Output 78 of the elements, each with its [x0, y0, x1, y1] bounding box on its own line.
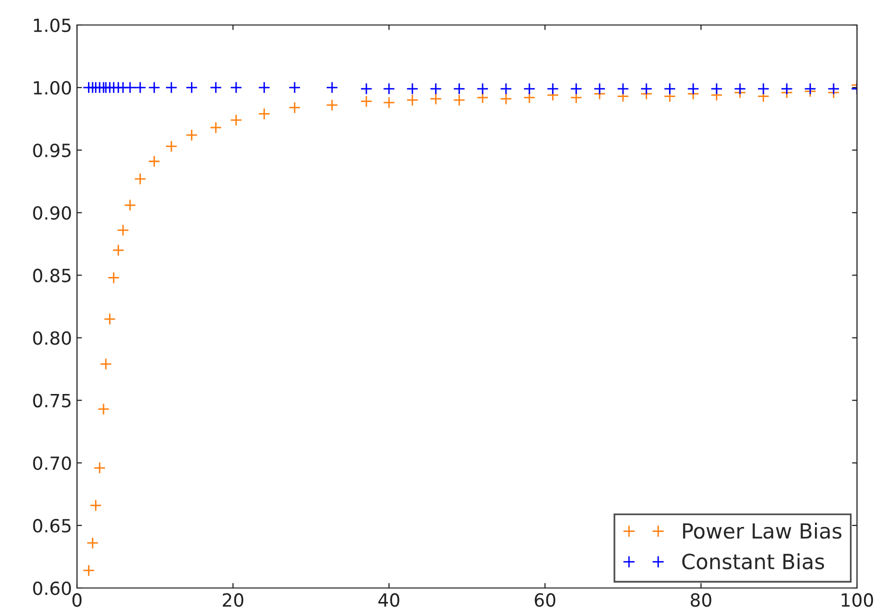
- point: [288, 81, 301, 94]
- x-tick-label: 20: [222, 593, 244, 607]
- point: [82, 564, 95, 577]
- x-tick-label: 100: [842, 593, 874, 607]
- point: [230, 114, 242, 126]
- point: [108, 272, 120, 284]
- y-tick-label: 0.95: [33, 144, 71, 158]
- point: [780, 82, 793, 95]
- y-tick-label: 0.65: [33, 518, 71, 533]
- point: [757, 82, 770, 95]
- y-tick-label: 0.60: [33, 581, 71, 596]
- point: [148, 81, 160, 94]
- point: [104, 312, 116, 326]
- point: [210, 81, 222, 94]
- point: [804, 82, 816, 95]
- point: [570, 91, 582, 104]
- legend-label: Power Law Bias: [683, 522, 842, 539]
- point: [100, 358, 112, 370]
- y-tick-label: 0.80: [33, 331, 71, 345]
- point: [476, 82, 489, 95]
- point: [406, 82, 418, 95]
- y-tick-label: 0.75: [33, 394, 71, 408]
- y-tick-label: 0.85: [33, 268, 71, 282]
- point: [382, 96, 396, 109]
- point: [94, 462, 106, 474]
- y-tick-label: 1.00: [34, 81, 71, 95]
- point: [828, 82, 840, 95]
- point: [382, 82, 396, 95]
- y-tick-label: 0.90: [33, 206, 71, 220]
- point: [97, 403, 110, 416]
- point: [186, 129, 198, 142]
- point: [86, 536, 99, 550]
- point: [134, 172, 146, 185]
- point: [165, 140, 178, 152]
- point: [523, 91, 536, 104]
- point: [186, 81, 198, 94]
- point: [570, 82, 582, 95]
- point: [687, 82, 700, 95]
- y-tick-label: 0.70: [33, 456, 71, 470]
- point: [523, 82, 536, 95]
- point: [406, 94, 418, 106]
- point: [453, 82, 466, 95]
- point: [710, 82, 723, 95]
- point: [476, 91, 489, 104]
- point: [288, 102, 301, 114]
- point: [90, 499, 102, 512]
- point: [430, 82, 442, 95]
- legend-label: Constant Bias: [682, 553, 824, 570]
- point: [734, 82, 746, 95]
- point: [546, 82, 559, 95]
- point: [500, 82, 512, 95]
- point: [453, 94, 466, 106]
- point: [124, 199, 136, 212]
- point: [500, 92, 512, 105]
- point: [165, 81, 178, 94]
- point: [258, 81, 270, 94]
- point: [430, 92, 442, 105]
- x-tick-label: 60: [534, 593, 556, 607]
- x-tick-label: 0: [72, 593, 82, 607]
- point: [230, 81, 242, 94]
- point: [360, 95, 372, 108]
- point: [664, 82, 676, 95]
- x-tick-label: 40: [378, 593, 400, 607]
- point: [640, 82, 652, 95]
- point: [134, 81, 146, 94]
- point: [258, 108, 270, 120]
- point: [326, 98, 338, 112]
- point: [148, 155, 160, 168]
- point: [210, 122, 222, 134]
- point: [112, 244, 124, 256]
- point: [616, 82, 630, 95]
- point: [594, 82, 606, 95]
- point: [124, 81, 136, 94]
- x-tick-label: 80: [690, 593, 712, 607]
- y-tick-label: 1.05: [34, 18, 71, 32]
- point: [360, 82, 372, 95]
- point: [116, 224, 130, 236]
- point: [326, 81, 338, 94]
